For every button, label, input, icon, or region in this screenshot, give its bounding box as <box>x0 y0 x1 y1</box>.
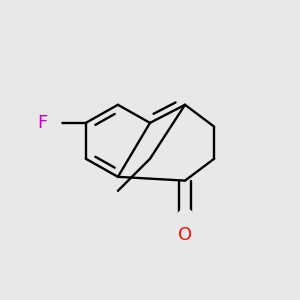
Text: F: F <box>38 114 48 132</box>
Text: O: O <box>178 226 192 244</box>
